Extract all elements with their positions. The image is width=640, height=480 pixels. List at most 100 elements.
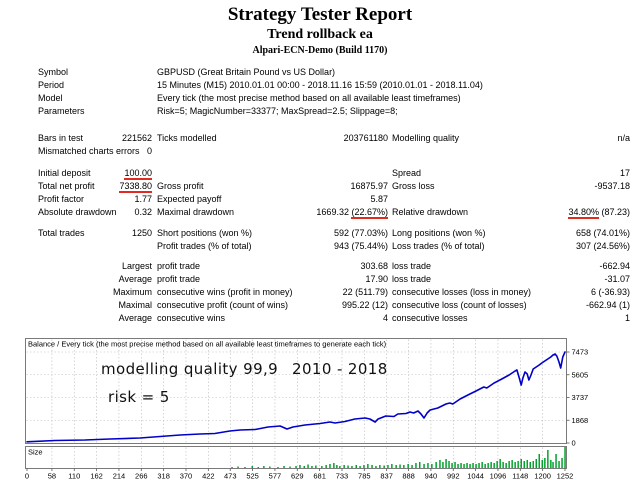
cell-label: loss trade [392, 261, 432, 271]
cell-value: Maximum [112, 287, 152, 297]
cell-label: Gross loss [392, 181, 435, 191]
cell-label: Modelling quality [392, 133, 460, 143]
cell-label: Maximal drawdown [157, 207, 235, 217]
svg-text:681: 681 [313, 472, 326, 480]
cell-label: Short positions (won %) [157, 228, 253, 238]
cell-value: 17 [619, 168, 630, 178]
svg-text:1044: 1044 [467, 472, 484, 480]
cell-label: Model [38, 93, 63, 103]
annotation-years: 2010 - 2018 [292, 360, 388, 378]
table-row: Profit factor 1.77 Expected payoff 5.87 [0, 194, 640, 207]
cell-label: Gross profit [157, 181, 204, 191]
chart-caption: Balance / Every tick (the most precise m… [28, 340, 387, 349]
table-row: Parameters Risk=5; MagicNumber=33377; Max… [0, 106, 640, 119]
cell-value: n/a [617, 133, 630, 143]
table-row: Mismatched charts errors 0 [0, 146, 640, 159]
size-plot-area [25, 446, 567, 469]
cell-label: Total net profit [38, 181, 95, 191]
cell-label: profit trade [157, 274, 201, 284]
report-table: Symbol GBPUSD (Great Britain Pound vs US … [0, 67, 640, 326]
svg-text:473: 473 [224, 472, 237, 480]
size-panel-label: Size [28, 448, 43, 457]
cell-value: 0.32 [134, 207, 152, 217]
cell-value: -662.94 (1) [585, 300, 630, 310]
svg-text:0: 0 [572, 439, 576, 448]
svg-text:3737: 3737 [572, 393, 589, 402]
cell-value: Largest [121, 261, 152, 271]
cell-label: Long positions (won %) [392, 228, 486, 238]
cell-label: GBPUSD (Great Britain Pound vs US Dollar… [157, 67, 336, 77]
cell-label: Total trades [38, 228, 85, 238]
cell-value: 17.90 [365, 274, 388, 284]
cell-value: 34.80% (87.23) [568, 207, 630, 219]
table-row: Maximum consecutive wins (profit in money… [0, 287, 640, 300]
cell-label: loss trade [392, 274, 432, 284]
table-row: Largest profit trade 303.68 loss trade -662.… [0, 261, 640, 274]
cell-label: Ticks modelled [157, 133, 217, 143]
svg-text:318: 318 [157, 472, 170, 480]
cell-value: 1 [624, 313, 630, 323]
balance-line [26, 351, 566, 443]
size-bars [231, 447, 566, 468]
svg-text:58: 58 [48, 472, 56, 480]
svg-text:1148: 1148 [512, 472, 528, 480]
table-row: Maximal consecutive profit (count of wins… [0, 300, 640, 313]
cell-value: 943 (75.44%) [333, 241, 388, 251]
table-row: Total trades 1250 Short positions (won %) 5… [0, 228, 640, 241]
svg-text:577: 577 [269, 472, 282, 480]
cell-value: -31.07 [604, 274, 630, 284]
cell-label: Expected payoff [157, 194, 222, 204]
svg-text:733: 733 [336, 472, 349, 480]
svg-text:110: 110 [68, 472, 80, 480]
cell-value: 203761180 [343, 133, 388, 143]
cell-value: 221562 [121, 133, 152, 143]
table-row: Profit trades (% of total) 943 (75.44%) Lo… [0, 241, 640, 254]
cell-value: 22 (511.79) [342, 287, 388, 297]
cell-label: Relative drawdown [392, 207, 469, 217]
cell-label: consecutive losses [392, 313, 468, 323]
svg-text:5605: 5605 [572, 370, 589, 379]
svg-text:992: 992 [447, 472, 460, 480]
cell-label: Parameters [38, 106, 85, 116]
annotation-modelling-quality: modelling quality 99,9 [101, 360, 279, 378]
cell-value: 100.00 [124, 168, 152, 180]
table-row: Period 15 Minutes (M15) 2010.01.01 00:00 … [0, 80, 640, 93]
svg-text:0: 0 [25, 472, 29, 480]
red-underlined-value: (22.67%) [351, 207, 388, 219]
svg-text:422: 422 [202, 472, 215, 480]
cell-value: 592 (77.03%) [333, 228, 388, 238]
cell-value: Average [118, 274, 152, 284]
cell-value: 4 [382, 313, 388, 323]
svg-text:888: 888 [402, 472, 415, 480]
svg-text:940: 940 [425, 472, 438, 480]
ea-name: Trend rollback ea [267, 27, 373, 42]
svg-text:162: 162 [90, 472, 103, 480]
cell-value: Maximal [118, 300, 152, 310]
svg-text:7473: 7473 [572, 348, 589, 357]
cell-value: 7338.80 [119, 181, 152, 193]
cell-value: 0 [146, 146, 152, 156]
report-title: Strategy Tester Report [227, 4, 413, 25]
cell-label: consecutive wins (profit in money) [157, 287, 293, 297]
table-row: Model Every tick (the most precise method… [0, 93, 640, 106]
cell-label: Bars in test [38, 133, 84, 143]
table-row: Symbol GBPUSD (Great Britain Pound vs US … [0, 67, 640, 80]
cell-label: profit trade [157, 261, 201, 271]
red-underlined-value: 7338.80 [119, 181, 152, 193]
cell-value: -662.94 [599, 261, 630, 271]
cell-value: 303.68 [360, 261, 388, 271]
cell-value: 16875.97 [350, 181, 388, 191]
cell-label: consecutive wins [157, 313, 226, 323]
cell-label: Mismatched charts errors [38, 146, 140, 156]
cell-label: Spread [392, 168, 422, 178]
red-underlined-value: 100.00 [124, 168, 152, 180]
cell-label: Absolute drawdown [38, 207, 117, 217]
cell-value: -9537.18 [594, 181, 630, 191]
cell-label: 15 Minutes (M15) 2010.01.01 00:00 - 2018… [157, 80, 483, 90]
balance-plot-area [25, 338, 567, 444]
annotation-risk: risk = 5 [108, 388, 170, 406]
svg-text:1868: 1868 [572, 416, 589, 425]
gridlines [26, 339, 570, 471]
